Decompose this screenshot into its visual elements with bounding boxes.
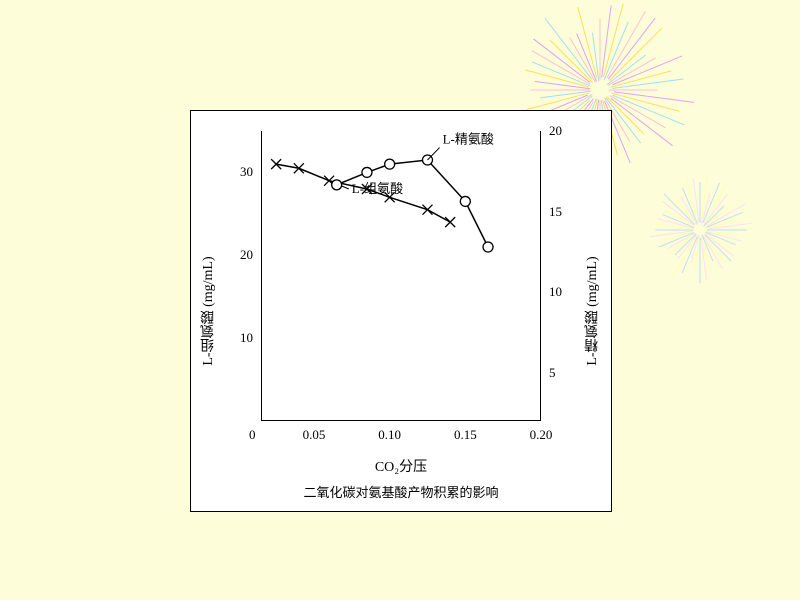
y-left-tick-label: 30 bbox=[240, 164, 253, 180]
chart-svg: L-组氨酸 L-精氨酸 bbox=[261, 131, 541, 421]
y-left-tick-label: 20 bbox=[240, 247, 253, 263]
x-tick-label: 0.20 bbox=[526, 427, 556, 443]
x-tick-label: 0.05 bbox=[299, 427, 329, 443]
plot-area: L-组氨酸 L-精氨酸 bbox=[261, 131, 541, 421]
svg-text:L-精氨酸: L-精氨酸 bbox=[443, 131, 494, 146]
x-tick-label: 0.15 bbox=[450, 427, 480, 443]
x-tick-label: 0.10 bbox=[375, 427, 405, 443]
x-axis-label: CO₂分压 bbox=[191, 456, 611, 476]
origin-label: 0 bbox=[249, 427, 256, 443]
svg-text:L-组氨酸: L-组氨酸 bbox=[352, 181, 403, 196]
chart-caption: 二氧化碳对氨基酸产物积累的影响 bbox=[191, 482, 611, 501]
y-axis-label-left: L-组氨酸 (mg/mL) bbox=[199, 256, 219, 365]
y-right-tick-label: 5 bbox=[549, 365, 556, 381]
y-right-tick-label: 15 bbox=[549, 204, 562, 220]
chart-panel: L-组氨酸 (mg/mL) L-精氨酸 (mg/mL) L-组氨酸 L-精氨酸 0… bbox=[190, 110, 612, 512]
y-axis-label-right: L-精氨酸 (mg/mL) bbox=[583, 256, 603, 365]
y-left-tick-label: 10 bbox=[240, 330, 253, 346]
y-right-tick-label: 20 bbox=[549, 123, 562, 139]
y-right-tick-label: 10 bbox=[549, 284, 562, 300]
